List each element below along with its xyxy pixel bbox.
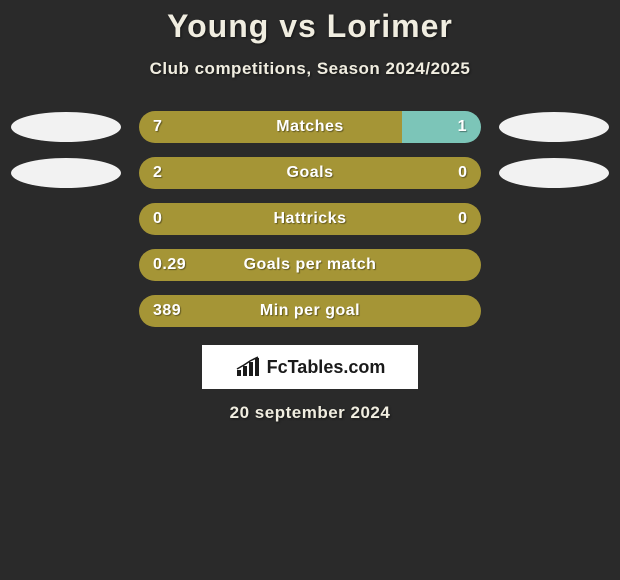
oval-placeholder bbox=[11, 204, 121, 234]
brand-text: FcTables.com bbox=[267, 357, 386, 378]
date-label: 20 september 2024 bbox=[0, 403, 620, 423]
stat-bar: 71Matches bbox=[139, 111, 481, 143]
page-title: Young vs Lorimer bbox=[0, 8, 620, 45]
stat-rows: 71Matches 20Goals 00Hattricks 0.29Goals per… bbox=[0, 111, 620, 327]
stat-bar: 20Goals bbox=[139, 157, 481, 189]
stat-row: 71Matches bbox=[0, 111, 620, 143]
brand-box: FcTables.com bbox=[202, 345, 418, 389]
player-oval-left bbox=[11, 158, 121, 188]
stat-row: 0.29Goals per match bbox=[0, 249, 620, 281]
bar-chart-icon bbox=[235, 356, 261, 378]
oval-placeholder bbox=[499, 204, 609, 234]
stat-bar: 0.29Goals per match bbox=[139, 249, 481, 281]
stat-right-value: 0 bbox=[458, 203, 467, 235]
stat-left-value: 7 bbox=[139, 111, 402, 143]
player-oval-right bbox=[499, 112, 609, 142]
subtitle: Club competitions, Season 2024/2025 bbox=[0, 59, 620, 79]
stat-right-value: 0 bbox=[458, 157, 467, 189]
stat-right-value: 1 bbox=[402, 111, 481, 143]
stat-left-value: 389 bbox=[139, 295, 481, 327]
stat-left-value: 0.29 bbox=[139, 249, 481, 281]
oval-placeholder bbox=[499, 296, 609, 326]
oval-placeholder bbox=[11, 250, 121, 280]
stat-row: 20Goals bbox=[0, 157, 620, 189]
stat-bar: 389Min per goal bbox=[139, 295, 481, 327]
stat-left-value: 2 bbox=[139, 157, 481, 189]
oval-placeholder bbox=[499, 250, 609, 280]
oval-placeholder bbox=[11, 296, 121, 326]
stat-left-value: 0 bbox=[139, 203, 481, 235]
stat-row: 00Hattricks bbox=[0, 203, 620, 235]
player-oval-right bbox=[499, 158, 609, 188]
comparison-infographic: Young vs Lorimer Club competitions, Seas… bbox=[0, 0, 620, 423]
player-oval-left bbox=[11, 112, 121, 142]
stat-row: 389Min per goal bbox=[0, 295, 620, 327]
stat-bar: 00Hattricks bbox=[139, 203, 481, 235]
